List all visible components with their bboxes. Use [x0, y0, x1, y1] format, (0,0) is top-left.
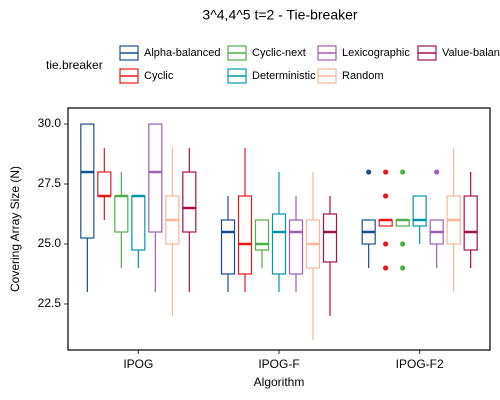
chart-title: 3^4,4^5 t=2 - Tie-breaker: [202, 7, 358, 23]
y-tick-label: 22.5: [38, 296, 62, 310]
outlier: [383, 265, 389, 271]
x-tick-label: IPOG-F: [258, 357, 299, 371]
legend-label: Value-balanced: [442, 47, 500, 59]
outlier: [434, 169, 440, 175]
x-tick-label: IPOG-F2: [396, 357, 444, 371]
box: [114, 195, 129, 233]
outlier: [383, 241, 389, 247]
legend-label: Deterministic: [252, 70, 316, 82]
box: [322, 213, 338, 263]
y-axis-label: Covering Array Size (N): [8, 166, 22, 292]
outlier: [366, 169, 372, 175]
y-tick-label: 30.0: [38, 116, 62, 130]
outlier: [400, 241, 406, 247]
outlier: [383, 169, 389, 175]
outlier: [400, 169, 406, 175]
x-axis-label: Algorithm: [254, 375, 305, 389]
outlier: [383, 193, 389, 199]
box: [254, 219, 270, 251]
box: [412, 195, 427, 227]
box: [271, 213, 287, 275]
legend-label: Lexicographic: [342, 47, 410, 59]
x-tick-label: IPOG: [123, 357, 153, 371]
box: [182, 171, 197, 233]
box: [131, 195, 146, 251]
box: [97, 171, 112, 197]
legend-label: Cyclic-next: [252, 47, 306, 59]
legend-label: Random: [342, 70, 384, 82]
box: [463, 195, 478, 251]
legend-title: tie.breaker: [46, 58, 103, 72]
y-tick-label: 27.5: [38, 176, 62, 190]
box: [288, 219, 304, 275]
plot-border: [67, 107, 491, 351]
box: [80, 123, 95, 239]
legend-label: Alpha-balanced: [144, 47, 220, 59]
y-tick-label: 25.0: [38, 236, 62, 250]
outlier: [400, 265, 406, 271]
box: [148, 123, 163, 233]
legend-label: Cyclic: [144, 70, 174, 82]
box: [220, 219, 236, 275]
box: [237, 195, 253, 275]
